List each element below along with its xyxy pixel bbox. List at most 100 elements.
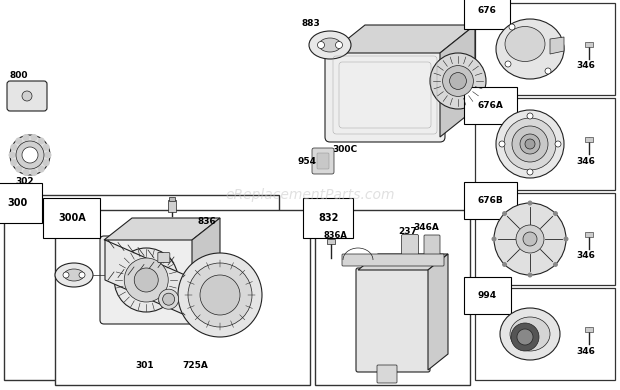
Circle shape xyxy=(30,169,37,176)
Polygon shape xyxy=(440,25,475,137)
FancyBboxPatch shape xyxy=(7,81,47,111)
FancyBboxPatch shape xyxy=(325,48,445,142)
Circle shape xyxy=(11,144,17,151)
Text: 613: 613 xyxy=(214,255,232,264)
Circle shape xyxy=(525,139,535,149)
FancyBboxPatch shape xyxy=(317,153,329,169)
Circle shape xyxy=(124,258,168,302)
Circle shape xyxy=(504,118,556,170)
Bar xyxy=(327,239,335,244)
Circle shape xyxy=(523,232,537,246)
Circle shape xyxy=(200,275,240,315)
Text: 237: 237 xyxy=(398,227,417,236)
Circle shape xyxy=(520,134,540,154)
Circle shape xyxy=(555,141,561,147)
Text: 346: 346 xyxy=(577,156,595,165)
FancyBboxPatch shape xyxy=(158,253,170,262)
Circle shape xyxy=(430,53,486,109)
Circle shape xyxy=(502,262,507,267)
Circle shape xyxy=(178,253,262,337)
Polygon shape xyxy=(192,218,220,320)
Text: 346: 346 xyxy=(577,252,595,261)
Text: 301: 301 xyxy=(136,360,154,369)
FancyBboxPatch shape xyxy=(402,234,418,259)
Bar xyxy=(475,288,615,380)
Circle shape xyxy=(16,166,22,172)
Text: 346: 346 xyxy=(577,62,595,71)
Ellipse shape xyxy=(505,27,545,62)
Bar xyxy=(168,200,176,212)
Circle shape xyxy=(10,135,50,175)
Text: 300: 300 xyxy=(7,198,27,208)
Circle shape xyxy=(443,66,474,96)
Ellipse shape xyxy=(496,19,564,79)
Ellipse shape xyxy=(319,38,341,52)
Circle shape xyxy=(528,273,533,278)
Circle shape xyxy=(509,24,515,30)
Circle shape xyxy=(43,144,50,151)
Circle shape xyxy=(162,293,175,305)
Circle shape xyxy=(496,110,564,178)
Circle shape xyxy=(545,68,551,74)
Bar xyxy=(475,3,615,95)
Circle shape xyxy=(553,211,558,216)
Ellipse shape xyxy=(55,263,93,287)
Circle shape xyxy=(512,126,548,162)
Circle shape xyxy=(511,323,539,351)
Bar xyxy=(4,195,279,380)
Text: 883: 883 xyxy=(302,18,321,28)
Polygon shape xyxy=(550,37,564,54)
Text: 302: 302 xyxy=(15,177,33,186)
Circle shape xyxy=(499,141,505,147)
Circle shape xyxy=(79,272,85,278)
Circle shape xyxy=(159,289,179,309)
Circle shape xyxy=(114,248,178,312)
Text: 300C: 300C xyxy=(332,145,357,154)
Circle shape xyxy=(16,141,44,169)
Bar xyxy=(585,137,593,142)
Circle shape xyxy=(43,159,50,166)
Polygon shape xyxy=(428,254,448,370)
Circle shape xyxy=(63,272,69,278)
FancyBboxPatch shape xyxy=(312,148,334,174)
Text: 836A: 836A xyxy=(323,230,347,239)
Bar xyxy=(315,210,470,385)
FancyBboxPatch shape xyxy=(424,235,440,255)
Circle shape xyxy=(502,211,507,216)
Polygon shape xyxy=(105,240,185,315)
Text: 300A: 300A xyxy=(58,213,86,223)
Text: 800: 800 xyxy=(10,71,29,80)
Circle shape xyxy=(527,169,533,175)
Circle shape xyxy=(16,137,22,144)
Ellipse shape xyxy=(64,269,84,281)
Text: 346: 346 xyxy=(577,346,595,356)
Circle shape xyxy=(45,151,51,158)
Text: 676: 676 xyxy=(478,6,497,15)
Bar xyxy=(475,193,615,285)
Text: 676B: 676B xyxy=(478,196,503,205)
Circle shape xyxy=(494,203,566,275)
Ellipse shape xyxy=(510,317,550,351)
Circle shape xyxy=(38,166,45,172)
Circle shape xyxy=(22,169,30,176)
Circle shape xyxy=(38,137,45,144)
Circle shape xyxy=(22,134,30,141)
Ellipse shape xyxy=(500,308,560,360)
Text: 954: 954 xyxy=(298,156,317,165)
Polygon shape xyxy=(104,218,220,240)
Bar xyxy=(475,98,615,190)
Text: 994: 994 xyxy=(478,291,497,300)
Circle shape xyxy=(135,268,158,292)
Circle shape xyxy=(564,236,569,241)
Polygon shape xyxy=(330,25,475,53)
Circle shape xyxy=(517,329,533,345)
Circle shape xyxy=(492,236,497,241)
Text: 676A: 676A xyxy=(478,101,504,110)
FancyBboxPatch shape xyxy=(377,365,397,383)
Text: 346A: 346A xyxy=(413,223,439,232)
Circle shape xyxy=(9,151,16,158)
Bar xyxy=(585,327,593,332)
Text: eReplacementParts.com: eReplacementParts.com xyxy=(225,188,395,202)
FancyBboxPatch shape xyxy=(342,254,444,266)
Circle shape xyxy=(553,262,558,267)
